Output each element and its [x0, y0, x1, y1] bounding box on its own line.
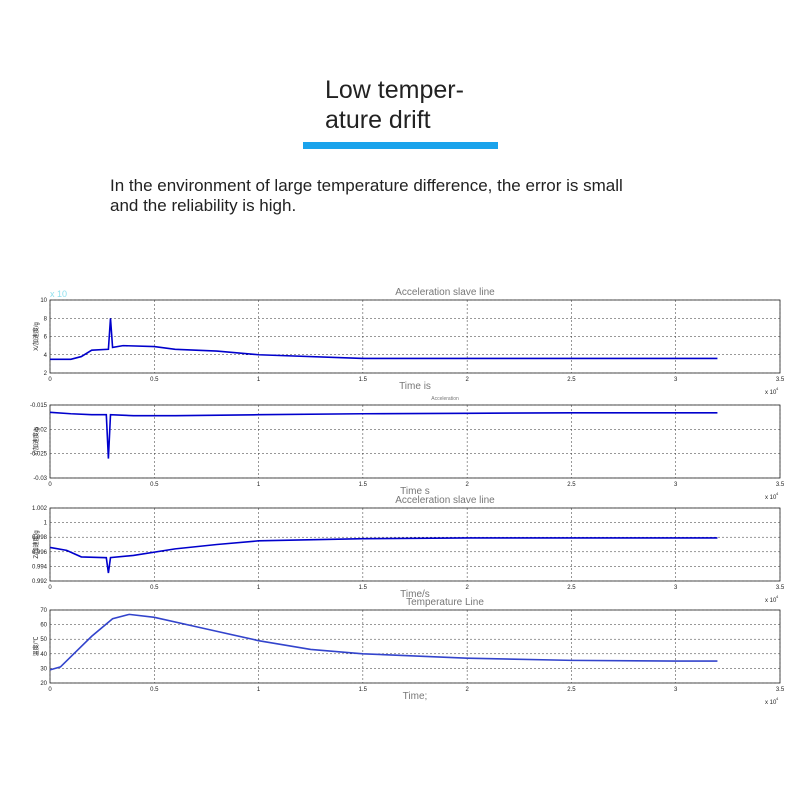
y-tick-label: 20 — [40, 681, 47, 687]
y-tick-label: 8 — [44, 316, 48, 322]
x-axis-label: Time is — [399, 381, 431, 392]
description: and the reliability is high. — [110, 196, 296, 215]
x-tick-label: 0.5 — [150, 687, 159, 693]
x-exponent-power: 4 — [776, 594, 779, 599]
x-exponent-power: 4 — [776, 386, 779, 391]
chart-title: Acceleration slave line — [395, 495, 495, 506]
x-tick-label: 1 — [257, 585, 261, 591]
y-tick-label: 0.996 — [32, 550, 48, 556]
data-line — [50, 318, 718, 361]
y-tick-label: -0.03 — [33, 476, 47, 482]
y-axis-label: 温度/℃ — [32, 637, 40, 657]
x-tick-label: 0 — [48, 585, 52, 591]
y-tick-label: 30 — [40, 666, 47, 672]
y-tick-label: 6 — [44, 335, 48, 341]
x-tick-label: 0 — [48, 377, 52, 383]
x-tick-label: 2.5 — [567, 687, 576, 693]
y-tick-label: -0.02 — [33, 427, 47, 433]
y-tick-label: 0.998 — [32, 535, 48, 541]
x-tick-label: 3 — [674, 377, 678, 383]
x-tick-label: 0 — [48, 482, 52, 488]
x-tick-label: 2.5 — [567, 377, 576, 383]
y-exponent: x 10 — [50, 289, 67, 299]
title-underline — [303, 142, 498, 149]
y-tick-label: 10 — [40, 298, 47, 304]
y-tick-label: -0.015 — [30, 403, 48, 409]
plot-area — [49, 507, 781, 582]
y-tick-label: 2 — [44, 371, 48, 377]
y-tick-label: 50 — [40, 637, 47, 643]
x-tick-label: 1 — [257, 687, 261, 693]
x-tick-label: 3 — [674, 687, 678, 693]
x-tick-label: 3.5 — [776, 687, 785, 693]
y-tick-label: 4 — [44, 353, 48, 359]
x-tick-label: 0.5 — [150, 377, 159, 383]
x-axis-label: Time s — [400, 486, 430, 497]
description: In the environment of large temperature … — [110, 176, 623, 195]
y-tick-label: 0.994 — [32, 564, 48, 570]
x-tick-label: 1.5 — [359, 585, 368, 591]
x-tick-label: 3.5 — [776, 585, 785, 591]
x-exponent-power: 4 — [776, 491, 779, 496]
data-line — [49, 537, 718, 574]
x-tick-label: 3.5 — [776, 482, 785, 488]
x-exponent: x 10 — [765, 495, 777, 501]
x-tick-label: 2 — [465, 585, 469, 591]
x-exponent: x 10 — [765, 598, 777, 604]
x-tick-label: 3 — [674, 482, 678, 488]
x-tick-label: 1 — [257, 377, 261, 383]
x-tick-label: 1.5 — [359, 377, 368, 383]
y-tick-label: -0.025 — [30, 452, 48, 458]
x-exponent: x 10 — [765, 390, 777, 396]
y-tick-label: 60 — [40, 623, 47, 629]
y-tick-label: 0.992 — [32, 579, 48, 585]
plot-area — [49, 609, 781, 684]
chart-title: Temperature Line — [406, 597, 484, 608]
header-title: ature drift — [325, 106, 431, 134]
x-tick-label: 2 — [465, 482, 469, 488]
x-axis-label: Time; — [403, 691, 428, 702]
x-tick-label: 2 — [465, 687, 469, 693]
y-axis-label: Z/加速度/g — [32, 530, 40, 558]
chart-title: Acceleration slave line — [395, 287, 495, 298]
header-title: Low temper- — [325, 76, 464, 104]
x-tick-label: 1 — [257, 482, 261, 488]
x-tick-label: 2.5 — [567, 482, 576, 488]
x-tick-label: 0 — [48, 687, 52, 693]
y-axis-label: X/加速度/g — [32, 322, 40, 351]
y-axis-label: Y/加速度/g — [32, 427, 40, 456]
data-line — [49, 613, 718, 671]
x-exponent-power: 4 — [776, 696, 779, 701]
x-tick-label: 3 — [674, 585, 678, 591]
y-tick-label: 70 — [40, 608, 47, 614]
x-exponent: x 10 — [765, 700, 777, 706]
y-tick-label: 1.002 — [32, 506, 48, 512]
x-tick-label: 1.5 — [359, 687, 368, 693]
x-tick-label: 1.5 — [359, 482, 368, 488]
x-tick-label: 2 — [465, 377, 469, 383]
x-tick-label: 0.5 — [150, 482, 159, 488]
x-tick-label: 2.5 — [567, 585, 576, 591]
x-axis-label: Time/s — [400, 589, 430, 600]
y-tick-label: 1 — [44, 521, 48, 527]
chart-title: Acceleration — [431, 396, 459, 402]
x-tick-label: 3.5 — [776, 377, 785, 383]
x-tick-label: 0.5 — [150, 585, 159, 591]
y-tick-label: 40 — [40, 652, 47, 658]
data-line — [49, 411, 718, 459]
